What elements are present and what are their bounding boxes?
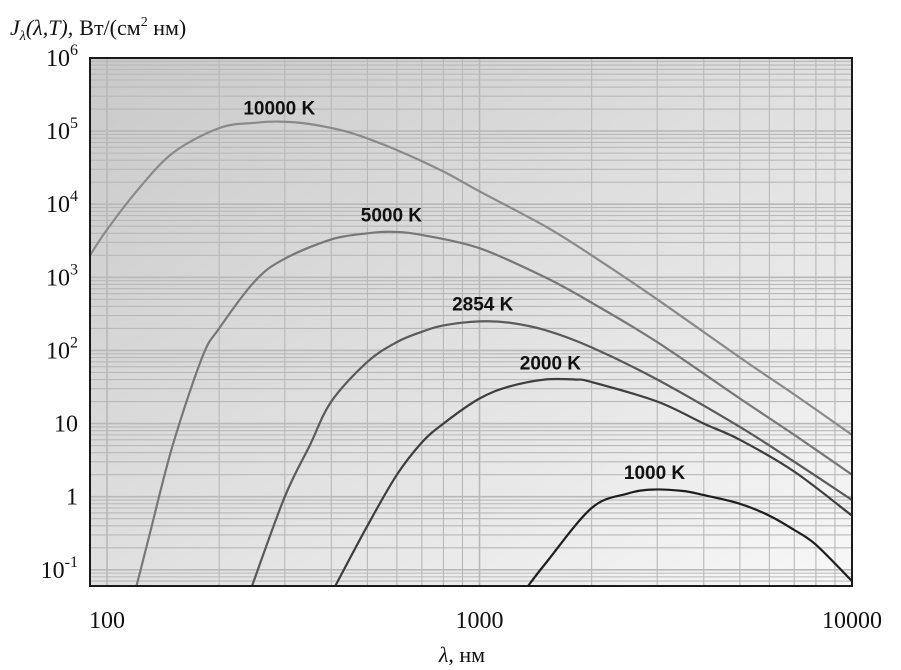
series-label-3: 2000 K bbox=[520, 353, 582, 374]
x-tick-label: 100 bbox=[89, 608, 125, 634]
series-label-0: 10000 K bbox=[243, 98, 315, 119]
x-tick-labels: 100 1000 10000 bbox=[89, 608, 882, 634]
y-axis-args: (λ,T), bbox=[26, 15, 73, 40]
y-tick-label: 102 bbox=[46, 334, 78, 364]
plot-frame bbox=[89, 57, 853, 587]
y-axis-units-sup: 2 bbox=[141, 15, 148, 30]
y-axis-units-suffix: нм) bbox=[148, 15, 187, 40]
series-group bbox=[89, 120, 853, 587]
y-tick-label: 106 bbox=[46, 42, 78, 72]
y-tick-label: 103 bbox=[46, 261, 78, 291]
x-tick-label: 10000 bbox=[822, 608, 882, 634]
series-label-4: 1000 K bbox=[624, 463, 686, 484]
series-label-2: 2854 K bbox=[452, 295, 514, 316]
series-line-4 bbox=[527, 488, 853, 587]
x-axis-title: λ, нм bbox=[438, 642, 485, 667]
series-line-1 bbox=[135, 230, 853, 587]
y-tick-label: 10-1 bbox=[41, 554, 78, 584]
y-axis-units-prefix: Вт/(см bbox=[79, 15, 140, 40]
y-axis-symbol: J bbox=[10, 15, 21, 40]
series-label-1: 5000 K bbox=[361, 206, 423, 227]
y-tick-label: 1 bbox=[66, 485, 78, 511]
x-axis-units: , нм bbox=[448, 642, 485, 667]
y-tick-label: 105 bbox=[46, 115, 78, 145]
x-axis-symbol: λ bbox=[438, 642, 449, 667]
series-line-3 bbox=[334, 377, 853, 587]
y-axis-subscript: λ bbox=[19, 29, 26, 44]
y-tick-label: 104 bbox=[46, 188, 78, 218]
series-line-0 bbox=[89, 120, 853, 436]
x-tick-label: 1000 bbox=[456, 608, 504, 634]
series-line-2 bbox=[250, 320, 853, 587]
series-labels: 10000 K 5000 K 2854 K 2000 K 1000 K bbox=[243, 98, 685, 484]
y-tick-label: 10 bbox=[54, 412, 78, 438]
y-axis-title: Jλ(λ,T), Вт/(см2 нм) bbox=[10, 15, 186, 44]
